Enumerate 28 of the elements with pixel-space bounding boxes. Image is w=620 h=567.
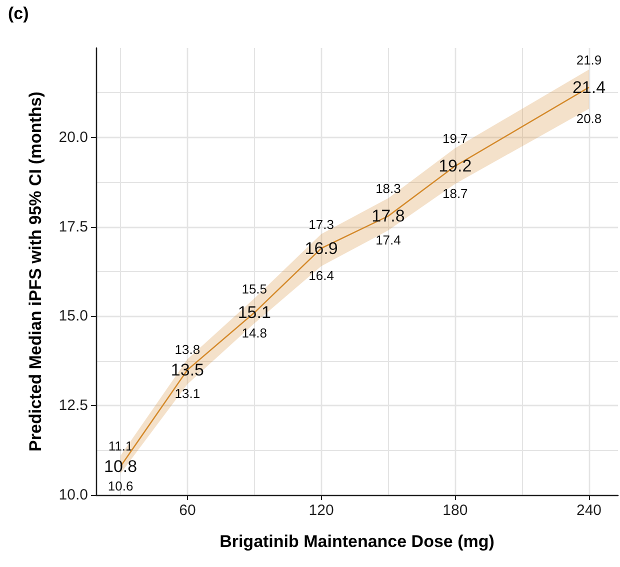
y-tick-label: 15.0 [58, 308, 88, 325]
x-tick-label: 240 [576, 502, 602, 519]
y-tick-label: 12.5 [58, 397, 88, 414]
annotation: 14.8 [242, 325, 268, 340]
y-axis-title: Predicted Median iPFS with 95% CI (months) [26, 92, 45, 452]
data-label: 21.4 [572, 78, 606, 97]
annotation: 18.7 [442, 186, 468, 201]
annotation: 19.7 [442, 131, 468, 146]
x-axis-title: Brigatinib Maintenance Dose (mg) [220, 532, 494, 551]
annotation: 18.3 [376, 181, 401, 196]
annotation: 13.1 [174, 386, 200, 402]
annotation: 13.8 [174, 342, 200, 358]
annotation: 21.9 [576, 52, 602, 68]
annotation: 17.3 [308, 216, 334, 232]
text: (c) [8, 4, 29, 24]
annotation: 10.6 [108, 478, 134, 494]
x-tick-label: 60 [179, 502, 196, 519]
x-tick-label: 180 [442, 502, 468, 519]
data-label: 10.8 [104, 456, 138, 476]
annotation: 20.8 [576, 110, 602, 126]
annotation: 11.1 [108, 438, 133, 454]
y-tick-label: 20.0 [58, 128, 88, 146]
annotation: 16.4 [308, 268, 334, 284]
annotation: 15.5 [242, 281, 268, 296]
annotation: 17.4 [376, 232, 401, 248]
x-tick-label: 120 [308, 502, 334, 519]
y-tick-label: 17.5 [58, 218, 88, 236]
y-tick-label: 10.0 [58, 486, 88, 504]
